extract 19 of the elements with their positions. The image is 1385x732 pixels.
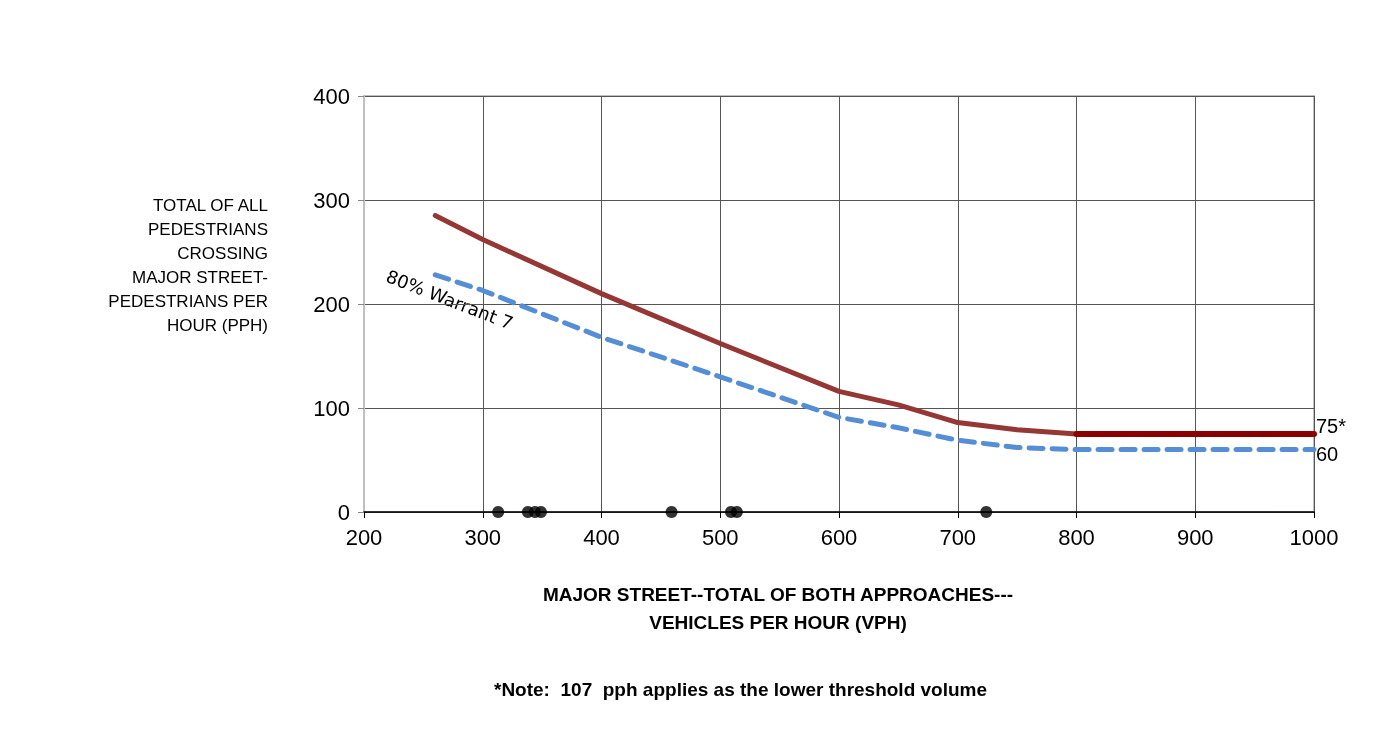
text: *Note: 107 pph applies as the lower threshold volume [494,679,988,700]
y-tick-label: 200 [313,291,350,317]
x-tick-label: 900 [1176,524,1214,550]
x-tick-label: 700 [939,524,977,550]
y-tick-label: 300 [313,187,350,213]
y-tick-label: 400 [313,83,350,109]
y-axis-title: TOTAL OF ALL PEDESTRIANS CROSSING MAJOR STREET- PEDESTRIANS PER HOUR (PPH) [108,195,268,335]
data-label: 60 [1316,442,1339,465]
x-tick-label: 300 [464,524,502,550]
y-tick-label: 100 [313,395,350,421]
x-tick-label: 500 [701,524,739,550]
x-tick-label: 400 [583,524,620,550]
x-tick-label: 600 [820,524,858,550]
x-tick-label: 1000 [1289,524,1339,550]
x-axis-title: MAJOR STREET--TOTAL OF BOTH APPROACHES--- VEHICLES PER HOUR (VPH) [542,583,1014,633]
x-tick-label: 800 [1058,524,1095,550]
data-label: 75* [1316,415,1347,437]
x-tick-label: 200 [345,524,383,550]
y-tick-label: 0 [337,499,350,525]
